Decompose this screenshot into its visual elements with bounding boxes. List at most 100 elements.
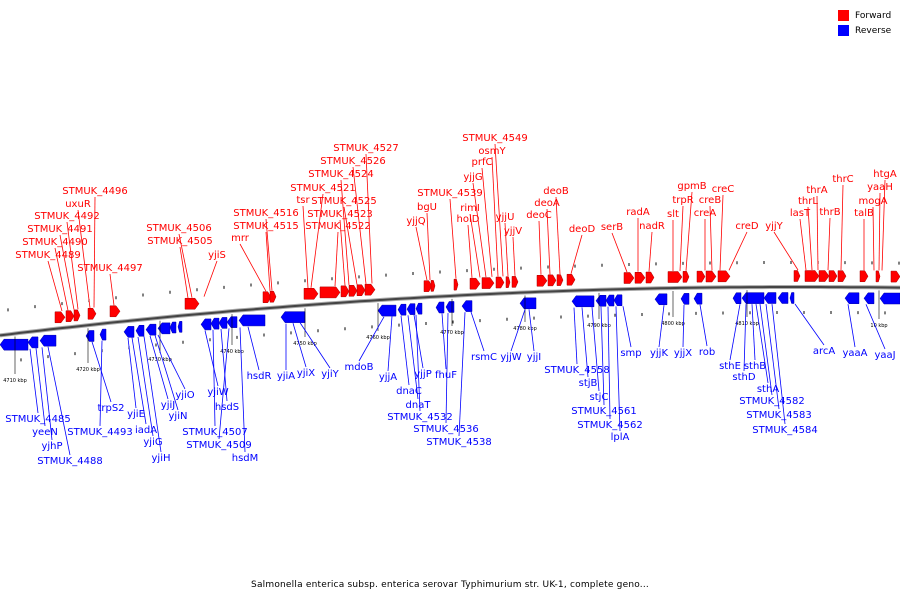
reverse-feature-8 xyxy=(157,322,171,335)
forward-leader-htga xyxy=(881,179,886,271)
forward-feature-21 xyxy=(511,276,519,288)
forward-leader-stmuk-4522 xyxy=(334,231,339,287)
reverse-leader-fhuf xyxy=(441,313,447,370)
forward-leader-stmuk-4491 xyxy=(59,234,75,310)
forward-gene-label-stmuk-4515: STMUK_4515 xyxy=(233,221,298,232)
forward-feature-8 xyxy=(303,288,319,300)
reverse-feature-1 xyxy=(27,336,39,349)
forward-feature-26 xyxy=(623,272,635,284)
reverse-gene-label-yjhp: yjhP xyxy=(41,441,62,452)
forward-gene-label-yaah: yaaH xyxy=(867,182,893,193)
forward-gene-label-moga: mogA xyxy=(858,196,887,207)
forward-gene-label-stmuk-4497: STMUK_4497 xyxy=(77,263,142,274)
forward-leader-hold xyxy=(467,224,473,278)
reverse-gene-label-stmuk-4485: STMUK_4485 xyxy=(5,414,70,425)
forward-gene-label-rada: radA xyxy=(626,207,650,218)
reverse-leader-iada xyxy=(131,337,147,425)
reverse-gene-label-yjjw: yjjW xyxy=(500,352,521,363)
forward-leader-stmuk-4523 xyxy=(339,219,346,286)
forward-feature-40 xyxy=(875,270,881,283)
forward-leader-stmuk-4496 xyxy=(93,196,96,308)
reverse-feature-20 xyxy=(415,302,423,315)
forward-leader-moga xyxy=(872,206,875,271)
forward-leader-thrb xyxy=(827,217,831,271)
reverse-gene-label-sthe: sthE xyxy=(719,361,741,372)
forward-leader-deod xyxy=(570,234,583,274)
forward-gene-label-thrl: thrL xyxy=(798,196,818,207)
reverse-gene-label-stmuk-4538: STMUK_4538 xyxy=(426,437,491,448)
reverse-feature-38 xyxy=(863,292,875,305)
reverse-leader-stmuk-4582 xyxy=(759,304,773,396)
reverse-gene-label-trps2: trpS2 xyxy=(97,403,124,414)
scale-label-4780-kbp: 4780 kbp xyxy=(513,326,537,332)
forward-feature-9 xyxy=(319,286,341,299)
reverse-gene-label-yjix: yjiX xyxy=(297,368,315,379)
forward-leader-stmuk-4526 xyxy=(352,166,367,284)
forward-gene-label-last: lasT xyxy=(790,208,811,219)
backbone xyxy=(0,286,900,337)
forward-feature-14 xyxy=(423,280,433,292)
reverse-gene-label-dnac: dnaC xyxy=(396,386,422,397)
reverse-gene-label-yaaj: yaaJ xyxy=(874,350,895,361)
reverse-gene-label-yeen: yeeN xyxy=(32,427,58,438)
forward-feature-17 xyxy=(469,277,481,290)
reverse-gene-label-yjja: yjjA xyxy=(379,372,397,383)
reverse-gene-label-stmuk-4493: STMUK_4493 xyxy=(67,427,132,438)
forward-gene-label-deod: deoD xyxy=(569,224,596,235)
reverse-leader-hsdm xyxy=(239,327,246,453)
reverse-feature-29 xyxy=(654,293,668,306)
forward-leader-cred xyxy=(728,231,748,271)
forward-feature-28 xyxy=(645,271,655,284)
reverse-gene-label-rsmc: rsmC xyxy=(471,352,497,363)
reverse-leader-yjig xyxy=(137,336,154,437)
forward-feature-31 xyxy=(696,270,706,283)
forward-gene-label-cred: creD xyxy=(735,221,759,232)
forward-gene-label-stmuk-4523: STMUK_4523 xyxy=(307,209,372,220)
reverse-feature-4 xyxy=(99,328,107,341)
forward-feature-13 xyxy=(364,283,376,296)
forward-gene-label-deoa: deoA xyxy=(534,198,560,209)
reverse-gene-label-smp: smp xyxy=(620,348,641,359)
scale-label-4750-kbp: 4750 kbp xyxy=(293,341,317,347)
reverse-feature-24 xyxy=(519,297,537,310)
forward-leader-yjis xyxy=(203,260,218,297)
forward-feature-41 xyxy=(890,270,900,283)
forward-leader-stmuk-4492 xyxy=(66,221,79,310)
reverse-leader-stjb xyxy=(581,307,589,378)
forward-leader-stmuk-4489 xyxy=(47,260,63,312)
reverse-feature-3 xyxy=(85,330,95,342)
scale-label-4740-kbp: 4740 kbp xyxy=(220,349,244,355)
reverse-gene-label-stha: sthA xyxy=(757,384,779,395)
forward-feature-32 xyxy=(705,270,717,283)
forward-leader-nadr xyxy=(648,231,653,272)
reverse-feature-27 xyxy=(605,294,615,307)
reverse-feature-33 xyxy=(741,292,765,304)
forward-leader-stmuk-4506 xyxy=(178,233,193,298)
reverse-feature-17 xyxy=(377,304,397,317)
reverse-feature-39 xyxy=(879,292,900,305)
reverse-feature-32 xyxy=(732,292,742,304)
reverse-leader-stmuk-4562 xyxy=(607,306,611,420)
scale-label-4810-kbp: 4810 kbp xyxy=(735,321,759,327)
forward-gene-label-deob: deoB xyxy=(543,186,569,197)
forward-gene-label-yjju: yjjU xyxy=(496,212,515,223)
reverse-leader-yjiy xyxy=(299,322,331,369)
reverse-leader-dnac xyxy=(400,315,410,386)
reverse-gene-label-stmuk-4507: STMUK_4507 xyxy=(182,427,247,438)
reverse-gene-label-arca: arcA xyxy=(813,346,836,357)
forward-gene-label-talb: talB xyxy=(854,208,874,219)
legend-label-reverse: Reverse xyxy=(855,25,892,36)
reverse-leader-yaaa xyxy=(847,304,856,348)
scale-label-4770-kbp: 4770 kbp xyxy=(440,330,464,336)
forward-leader-tsr xyxy=(302,205,309,289)
forward-feature-29 xyxy=(667,271,683,283)
forward-leader-yjjv xyxy=(512,236,516,276)
scale-label-4730-kbp: 4730 kbp xyxy=(148,357,172,363)
reverse-leader-yjhp xyxy=(41,347,53,441)
reverse-feature-5 xyxy=(123,326,135,338)
reverse-leader-yjjp xyxy=(413,314,424,369)
reverse-leader-yjjw xyxy=(510,309,526,352)
reverse-leader-lpla xyxy=(615,306,621,432)
reverse-gene-label-stmuk-4561: STMUK_4561 xyxy=(571,406,636,417)
